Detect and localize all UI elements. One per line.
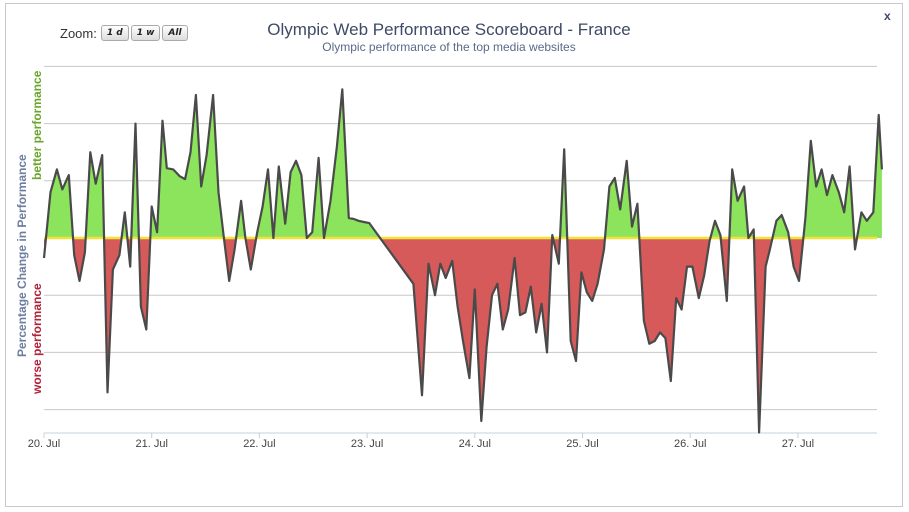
x-tick-label: 27. Jul xyxy=(782,438,814,450)
zoom-label: Zoom: xyxy=(60,25,97,41)
close-icon[interactable]: x xyxy=(884,9,891,23)
zoom-all-button[interactable]: All xyxy=(162,25,188,41)
zoom-controls: Zoom: 1 d 1 w All xyxy=(60,25,188,41)
x-tick-label: 22. Jul xyxy=(243,438,275,450)
positive-area xyxy=(85,152,104,238)
negative-area xyxy=(223,238,237,281)
positive-area xyxy=(273,160,307,238)
x-tick-label: 20. Jul xyxy=(28,438,60,450)
x-tick-label: 23. Jul xyxy=(351,438,383,450)
zoom-1d-button[interactable]: 1 d xyxy=(100,25,129,41)
series-line xyxy=(42,88,883,434)
negative-area xyxy=(567,238,605,361)
x-tick-label: 21. Jul xyxy=(135,438,167,450)
negative-area xyxy=(380,238,553,421)
x-tick-label: 26. Jul xyxy=(674,438,706,450)
positive-area xyxy=(150,95,224,238)
negative-area xyxy=(245,238,257,270)
x-tick-label: 25. Jul xyxy=(566,438,598,450)
positive-area xyxy=(710,220,721,238)
positive-area xyxy=(324,89,381,238)
x-tick-label: 24. Jul xyxy=(459,438,491,450)
zoom-1w-button[interactable]: 1 w xyxy=(130,25,161,41)
negative-area xyxy=(73,238,86,281)
chart-title: Olympic Web Performance Scoreboard - Fra… xyxy=(267,20,631,39)
positive-area xyxy=(857,115,882,238)
chart-subtitle: Olympic performance of the top media web… xyxy=(322,40,576,54)
